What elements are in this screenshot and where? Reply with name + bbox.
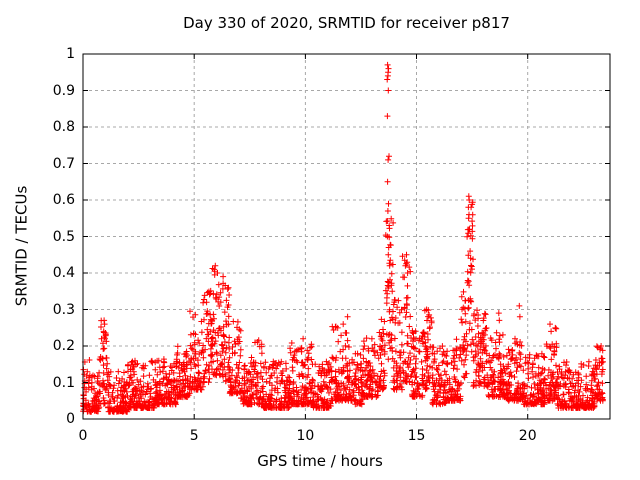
y-tick-label: 0.5 bbox=[52, 228, 75, 245]
y-tick-label: 0.1 bbox=[52, 374, 75, 391]
y-tick-label: 0.2 bbox=[52, 338, 75, 354]
y-tick-label: 0.7 bbox=[52, 155, 75, 172]
x-axis-label: GPS time / hours bbox=[257, 452, 383, 470]
x-tick-label: 10 bbox=[296, 428, 315, 444]
y-tick-label: 0.9 bbox=[52, 82, 75, 99]
tick-marks bbox=[82, 53, 610, 420]
scatter-points bbox=[80, 61, 606, 415]
y-tick-label: 0.8 bbox=[52, 119, 75, 135]
y-tick-label: 0 bbox=[66, 411, 75, 427]
y-tick-label: 0.3 bbox=[52, 301, 75, 318]
y-tick-label: 0.4 bbox=[52, 265, 75, 281]
y-tick-label: 0.6 bbox=[52, 192, 75, 208]
x-tick-label: 5 bbox=[189, 428, 199, 444]
x-tick-label: 15 bbox=[407, 428, 426, 444]
grid-lines bbox=[83, 54, 610, 419]
x-tick-label: 20 bbox=[518, 428, 537, 444]
chart-title: Day 330 of 2020, SRMTID for receiver p81… bbox=[183, 14, 510, 32]
y-tick-label: 1 bbox=[66, 46, 75, 62]
x-tick-label: 0 bbox=[78, 428, 88, 444]
